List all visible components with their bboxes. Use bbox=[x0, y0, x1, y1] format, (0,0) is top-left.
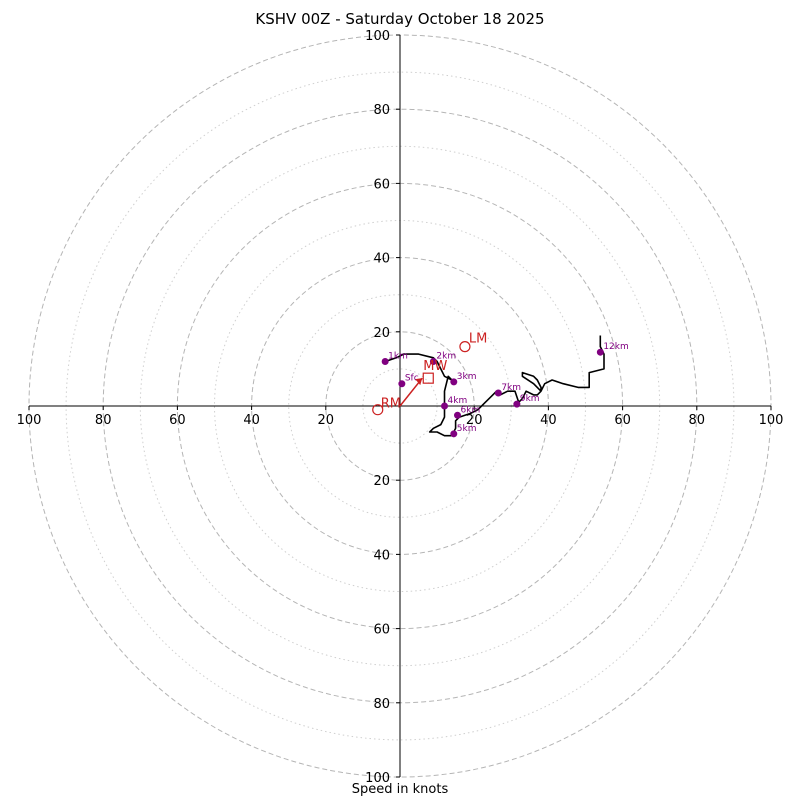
height-label-7km: 7km bbox=[501, 383, 521, 393]
height-label-6km: 6km bbox=[461, 405, 481, 415]
height-marker-4km bbox=[441, 402, 449, 410]
y-tick-label: 100 bbox=[365, 771, 390, 786]
x-tick-label: 20 bbox=[466, 413, 483, 428]
right-mover-label: RM bbox=[381, 397, 401, 412]
x-tick-label: 100 bbox=[759, 413, 784, 428]
axis-layer: 100 100 100 100 80 80 80 80 60 60 60 60 40 40 40 40 20 20… bbox=[17, 29, 784, 786]
mean-wind-marker bbox=[422, 372, 434, 384]
height-marker-9km bbox=[513, 400, 521, 408]
height-label-1km: 1km bbox=[388, 351, 408, 361]
height-marker-12km bbox=[596, 348, 604, 356]
height-marker-Sfc bbox=[398, 380, 406, 388]
left-mover-marker bbox=[459, 341, 471, 353]
height-marker-7km bbox=[494, 389, 502, 397]
x-tick-label: 80 bbox=[689, 413, 706, 428]
x-axis-label: Speed in knots bbox=[351, 782, 449, 797]
y-tick-label: 60 bbox=[373, 623, 390, 638]
x-tick-label: 100 bbox=[17, 413, 42, 428]
chart-title: KSHV 00Z - Saturday October 18 2025 bbox=[255, 10, 545, 28]
x-tick-label: 60 bbox=[169, 413, 186, 428]
height-marker-2km bbox=[429, 357, 437, 365]
x-tick-label: 80 bbox=[95, 413, 112, 428]
height-label-4km: 4km bbox=[448, 396, 468, 406]
right-mover-marker bbox=[372, 404, 384, 416]
y-tick-label: 80 bbox=[373, 103, 390, 118]
y-tick-label: 80 bbox=[373, 697, 390, 712]
y-tick-label: 60 bbox=[373, 177, 390, 192]
y-tick-label: 100 bbox=[365, 29, 390, 44]
trace-layer bbox=[384, 335, 605, 437]
x-tick-label: 40 bbox=[243, 413, 260, 428]
y-tick-label: 40 bbox=[373, 548, 390, 563]
left-mover-label: LM bbox=[469, 332, 487, 347]
height-marker-6km bbox=[454, 411, 462, 419]
motion-layer: MW RM LM bbox=[372, 332, 487, 416]
height-marker-5km bbox=[450, 430, 458, 438]
height-marker-3km bbox=[450, 378, 458, 386]
mean-wind-arrowhead bbox=[415, 378, 423, 386]
mean-wind-label: MW bbox=[423, 359, 447, 374]
hodograph-line bbox=[384, 335, 605, 437]
x-tick-label: 60 bbox=[614, 413, 631, 428]
height-label-Sfc: Sfc bbox=[405, 374, 419, 384]
height-label-9km: 9km bbox=[520, 394, 540, 404]
height-label-2km: 2km bbox=[436, 351, 456, 361]
height-marker-1km bbox=[381, 357, 389, 365]
height-label-12km: 12km bbox=[603, 342, 628, 352]
y-tick-label: 20 bbox=[373, 474, 390, 489]
height-label-3km: 3km bbox=[457, 372, 477, 382]
x-tick-label: 40 bbox=[540, 413, 557, 428]
x-tick-label: 20 bbox=[318, 413, 335, 428]
y-tick-label: 20 bbox=[373, 326, 390, 341]
height-label-5km: 5km bbox=[457, 424, 477, 434]
y-tick-label: 40 bbox=[373, 252, 390, 267]
